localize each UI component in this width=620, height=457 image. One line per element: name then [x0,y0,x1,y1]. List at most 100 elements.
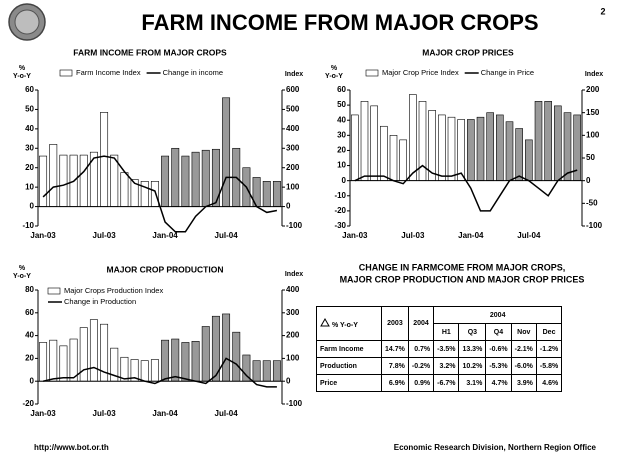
y-tick-label: 10 [25,182,34,191]
y-tick-label: 50 [337,100,346,109]
y2-tick-label: -50 [586,198,598,207]
bar [120,172,129,207]
header-cell: 2004 [407,306,435,341]
y-tick-label: 20 [25,163,34,172]
table-cell: Q3 [458,323,487,341]
bar [191,340,200,382]
bar [544,101,552,181]
y2-tick-label: 100 [586,130,600,139]
table-cell: 0.9% [407,374,435,392]
bar [467,119,475,181]
table-row: Production 7.8% -0.2% 3.2% 10.2% -5.3% -6.0% -5… [316,357,563,375]
legend-swatch [47,287,61,295]
summary-table: % Y-o-Y 2003 2004 2004 H1 Q3 Q4 Nov Dec Farm… [316,306,563,392]
y2-tick-label: -100 [286,221,303,230]
x-tick-label: Jul-03 [93,409,117,418]
bar [389,135,398,181]
y2-tick-label: 300 [286,308,300,317]
y-axis-label: Y-o-Y [13,73,31,80]
table-cell: 3.9% [510,374,537,392]
y-tick-label: 0 [30,202,35,211]
table-cell: 13.3% [458,340,487,358]
y2-axis-label: Index [285,271,303,278]
y-tick-label: -10 [22,221,34,230]
table-cell: -0.6% [485,340,512,358]
y2-tick-label: -100 [586,221,603,230]
header-text: % Y-o-Y [331,322,358,329]
y-tick-label: 0 [342,176,347,185]
y-tick-label: -20 [334,206,346,215]
x-tick-label: Jan-04 [152,409,178,418]
bar [222,313,231,382]
y2-tick-label: 100 [286,354,300,363]
y-tick-label: 50 [25,105,34,114]
slide-title: FARM INCOME FROM MAJOR CROPS [141,10,538,35]
y-tick-label: -30 [334,221,346,230]
bar [232,331,241,382]
table-cell: -3.5% [433,340,460,358]
bar [49,144,58,207]
bar [457,119,465,181]
x-tick-label: Jul-03 [401,231,425,240]
y2-tick-label: 400 [286,124,300,133]
bar [360,101,369,181]
line [42,155,278,233]
bar [79,154,88,207]
table-cell: 4.7% [485,374,512,392]
y-tick-label: 40 [25,124,34,133]
table-title: CHANGE IN FARMCOME FROM MAJOR CROPS, [359,262,566,272]
bar [161,339,170,382]
table-row: Price 6.9% 0.9% -6.7% 3.1% 4.7% 3.9% 4.6% [316,374,563,392]
y-tick-label: 80 [25,285,34,294]
y2-tick-label: 200 [286,331,300,340]
y-axis-label: % [19,265,26,272]
x-tick-label: Jan-03 [30,231,56,240]
bar [438,114,446,181]
footer-url: http://www.bot.or.th [34,443,109,452]
header-cell: % Y-o-Y [316,306,382,341]
bar [476,116,485,181]
bar [370,105,378,181]
bar [525,139,533,181]
legend-label: Major Crops Production Index [64,286,163,295]
bar [140,360,149,382]
legend-label: Major Crop Price Index [382,68,459,77]
y2-tick-label: 50 [586,153,595,162]
x-tick-label: Jul-04 [215,231,239,240]
legend-swatch [365,69,379,77]
x-tick-label: Jul-04 [517,231,541,240]
table-cell: -1.2% [535,340,563,358]
y-tick-label: 30 [337,130,346,139]
bar [89,319,98,382]
y2-tick-label: 500 [286,105,300,114]
table-cell: Dec [535,323,563,341]
y2-tick-label: 300 [286,143,300,152]
bar [252,360,261,382]
y2-tick-label: 150 [586,108,600,117]
bar [181,155,190,207]
bar [272,181,281,207]
y-tick-label: 30 [25,143,34,152]
legend-label: Change in Price [481,68,534,77]
bar [79,327,88,382]
y-tick-label: -20 [22,399,34,408]
y-tick-label: 40 [337,115,346,124]
table-row: Farm Income 14.7% 0.7% -3.5% 13.3% -0.6% -2.1%… [316,340,563,358]
bar [59,345,68,382]
y-tick-label: 20 [337,146,346,155]
bar [171,338,180,382]
y-tick-label: -10 [334,191,346,200]
bar [100,112,109,207]
table-cell: -0.2% [407,357,435,375]
table-cell: 14.7% [381,340,409,358]
y2-tick-label: 0 [586,176,591,185]
y2-tick-label: 0 [286,202,291,211]
table-cell: 7.8% [381,357,409,375]
x-tick-label: Jul-04 [215,409,239,418]
bar [191,151,200,207]
y-tick-label: 20 [25,354,34,363]
bar [49,339,58,382]
table-cell: Price [316,374,382,392]
